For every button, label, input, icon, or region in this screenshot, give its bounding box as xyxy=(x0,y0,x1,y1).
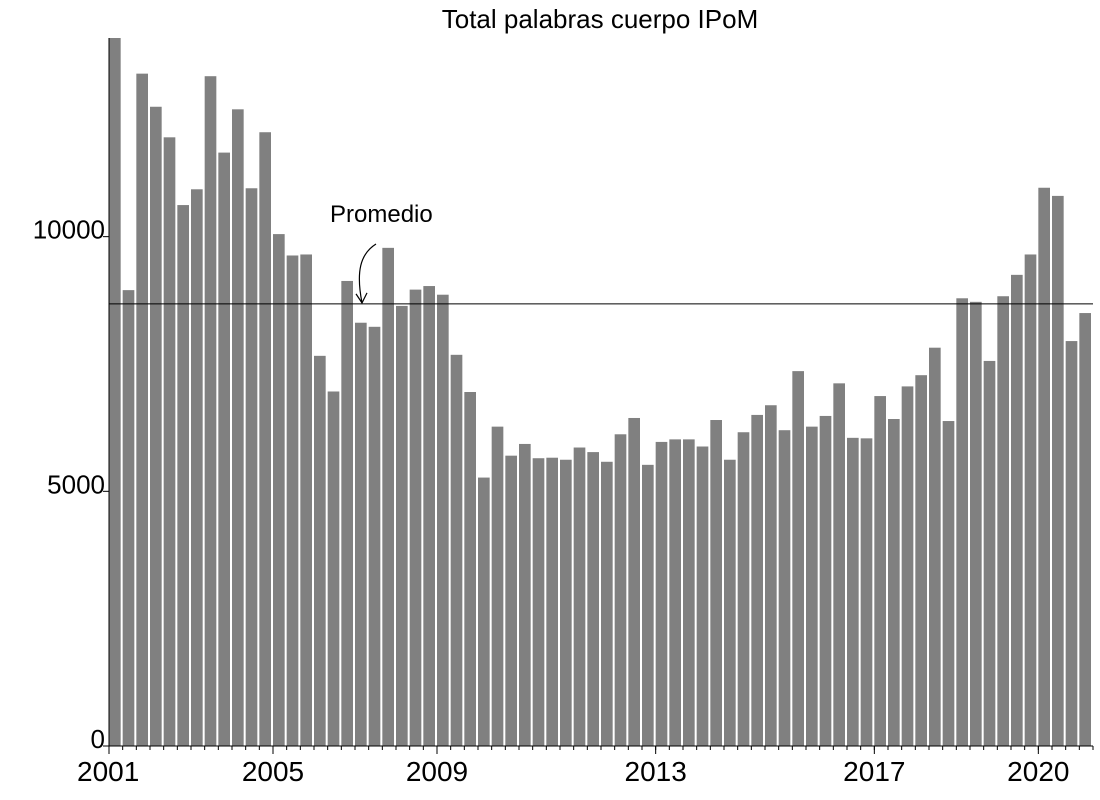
x-tick-label: 2009 xyxy=(406,756,468,787)
bar xyxy=(573,447,586,746)
bar xyxy=(929,347,941,746)
bar xyxy=(942,421,955,746)
bar xyxy=(860,438,873,746)
bar xyxy=(437,294,449,746)
bar xyxy=(1052,195,1064,746)
bar xyxy=(245,188,258,746)
bar xyxy=(970,301,982,746)
bar xyxy=(136,73,148,746)
average-annotation-arrow xyxy=(358,243,377,303)
average-annotation-arrowhead xyxy=(355,292,368,305)
bar xyxy=(232,109,244,746)
bar xyxy=(710,420,722,746)
bar xyxy=(122,290,135,746)
bar xyxy=(765,405,777,746)
x-ticks-group: 2001 2005 2009 2013 2017 2020 xyxy=(77,746,1069,787)
bar xyxy=(683,439,695,746)
bar xyxy=(1065,341,1078,746)
bar xyxy=(874,396,886,746)
bar xyxy=(464,392,476,746)
bar xyxy=(983,360,996,746)
bar xyxy=(997,296,1009,746)
chart-title: Total palabras cuerpo IPoM xyxy=(442,4,759,34)
bar xyxy=(491,426,504,746)
y-tick-label: 10000 xyxy=(33,215,105,245)
average-annotation-label: Promedio xyxy=(330,201,433,228)
x-tick-label: 2001 xyxy=(77,756,139,787)
bar xyxy=(1038,187,1050,746)
bar xyxy=(505,455,517,746)
bar xyxy=(546,457,558,746)
bar xyxy=(368,326,381,746)
bar xyxy=(956,298,968,746)
bar xyxy=(450,354,463,746)
bar xyxy=(778,430,791,746)
bar xyxy=(901,386,914,746)
bar xyxy=(601,461,613,746)
x-tick-label: 2017 xyxy=(843,756,905,787)
x-tick-label: 2005 xyxy=(242,756,304,787)
bar xyxy=(669,439,681,746)
bar xyxy=(355,322,367,746)
bar xyxy=(833,383,845,746)
bar xyxy=(396,305,408,746)
bar xyxy=(696,446,709,746)
bar xyxy=(286,255,299,747)
bar xyxy=(819,415,832,746)
bars-group xyxy=(109,38,1091,747)
bar xyxy=(191,189,203,746)
bar xyxy=(532,458,545,746)
bar xyxy=(273,234,285,746)
bar xyxy=(150,106,162,746)
bar xyxy=(642,464,654,746)
bar xyxy=(847,437,859,746)
bar xyxy=(806,426,818,746)
bar xyxy=(382,247,394,746)
bar xyxy=(519,443,531,746)
bar xyxy=(177,205,189,746)
bar xyxy=(259,132,271,747)
bar xyxy=(314,355,326,746)
bar xyxy=(751,414,763,746)
x-minor-ticks xyxy=(108,746,1094,750)
bar xyxy=(409,289,422,746)
y-ticks-group: 0 5000 10000 xyxy=(33,215,109,754)
bar xyxy=(327,391,340,746)
bar xyxy=(300,254,312,746)
bar xyxy=(560,459,572,746)
bar xyxy=(628,417,640,746)
bar xyxy=(478,477,490,746)
x-tick-label: 2020 xyxy=(1007,756,1069,787)
bar xyxy=(737,432,750,746)
bar xyxy=(614,434,627,746)
bar xyxy=(341,280,353,746)
bar xyxy=(423,286,435,746)
bar xyxy=(163,137,176,746)
x-tick-label: 2013 xyxy=(625,756,687,787)
y-tick-label: 5000 xyxy=(47,469,105,499)
bar xyxy=(1079,313,1091,746)
bar xyxy=(1011,274,1023,746)
bar xyxy=(915,375,927,746)
bar xyxy=(888,419,900,746)
bar xyxy=(655,441,668,746)
bar xyxy=(204,76,217,746)
y-tick-label: 0 xyxy=(91,724,105,754)
bar xyxy=(109,38,121,746)
bar xyxy=(724,459,736,746)
bar xyxy=(587,452,599,746)
bar xyxy=(218,152,230,747)
bar xyxy=(792,371,804,746)
bar xyxy=(1024,254,1037,746)
